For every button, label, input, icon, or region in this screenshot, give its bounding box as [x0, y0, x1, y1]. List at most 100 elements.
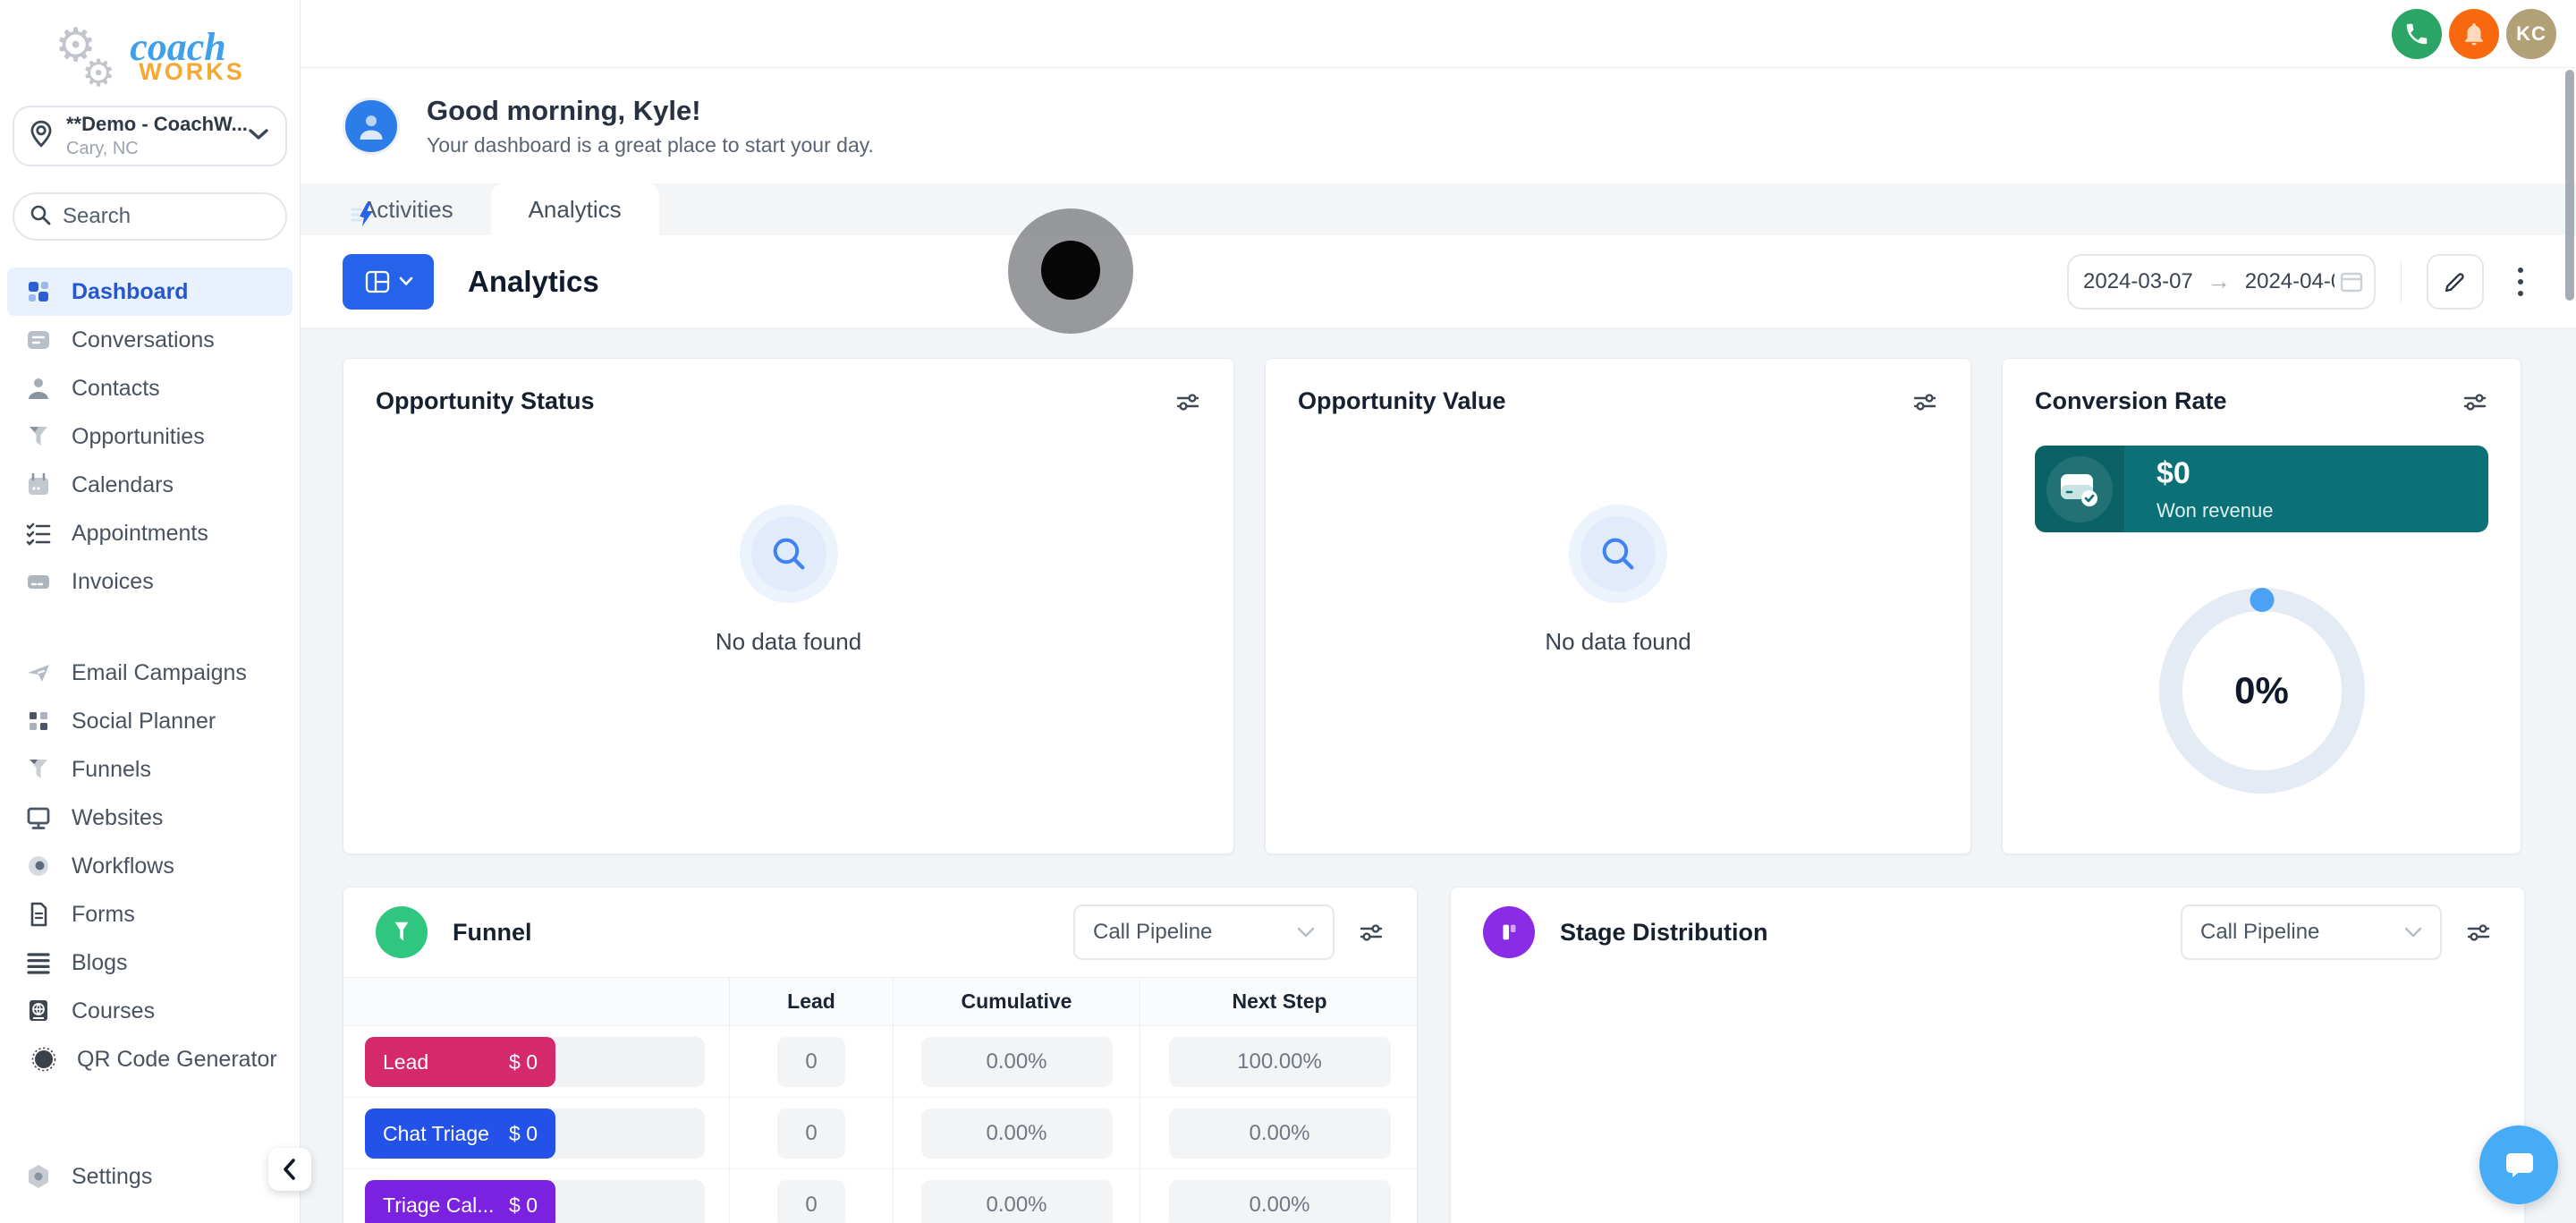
date-range-picker[interactable]: 2024-03-07 → 2024-04-06 — [2067, 253, 2376, 310]
contacts-icon — [25, 375, 52, 402]
widget-settings-icon[interactable] — [2465, 919, 2492, 946]
card-title: Stage Distribution — [1560, 918, 1768, 946]
sidebar-item-calendars[interactable]: Calendars — [7, 461, 292, 509]
funnel-row-chat-triage: Chat Triage $ 0 0 0.00% 0.00% — [343, 1097, 1417, 1168]
sidebar-item-label: Social Planner — [72, 708, 216, 734]
chevron-down-icon — [399, 276, 412, 285]
person-icon — [360, 115, 383, 140]
column-header-cumulative: Cumulative — [893, 978, 1140, 1025]
more-options-button[interactable] — [2516, 264, 2525, 300]
chevron-down-icon — [1297, 927, 1315, 937]
page-scrollbar-thumb[interactable] — [2565, 70, 2574, 301]
layout-grid-icon — [365, 270, 389, 293]
sidebar-item-opportunities[interactable]: Opportunities — [7, 412, 292, 461]
cumulative-percent: 0.00% — [920, 1108, 1113, 1159]
sidebar-item-websites[interactable]: Websites — [7, 794, 292, 842]
stage-pipeline-select[interactable]: Call Pipeline — [2181, 905, 2442, 960]
sidebar-item-forms[interactable]: Forms — [7, 890, 292, 938]
empty-state-text: No data found — [1545, 628, 1691, 655]
edit-dashboard-button[interactable] — [2427, 253, 2484, 310]
opportunity-status-card: Opportunity Status No data found — [343, 358, 1234, 854]
phone-button[interactable] — [2392, 8, 2442, 59]
sidebar-item-settings[interactable]: Settings — [7, 1152, 292, 1201]
forms-document-icon — [25, 901, 52, 928]
conversion-rate-card: Conversion Rate $0 Won revenue — [2002, 358, 2521, 854]
widget-settings-icon[interactable] — [1174, 388, 1201, 415]
sidebar-item-label: QR Code Generator — [77, 1046, 277, 1072]
selected-pipeline: Call Pipeline — [1093, 920, 1213, 944]
conversion-percent: 0% — [2234, 669, 2289, 711]
nav-group-divider — [0, 606, 300, 649]
main-area: KC Good morning, Kyle! Your dashboard is… — [301, 0, 2576, 1223]
sidebar-item-blogs[interactable]: Blogs — [7, 938, 292, 987]
quick-actions-bolt-icon[interactable] — [351, 201, 377, 233]
sidebar-item-social-planner[interactable]: Social Planner — [7, 697, 292, 745]
workflows-icon — [25, 853, 52, 879]
opportunities-funnel-icon — [25, 423, 52, 450]
sidebar-item-contacts[interactable]: Contacts — [7, 364, 292, 412]
pencil-icon — [2445, 272, 2464, 292]
sidebar-item-dashboard[interactable]: Dashboard — [7, 268, 292, 316]
chevron-left-icon — [284, 1159, 295, 1180]
sidebar-item-invoices[interactable]: Invoices — [7, 557, 292, 606]
page-title: Analytics — [468, 264, 599, 298]
widget-settings-icon[interactable] — [1911, 388, 1938, 415]
greeting-subtitle: Your dashboard is a great place to start… — [427, 132, 874, 157]
sidebar: ⚙ ⚙ coach WORKS **Demo - CoachW... Cary, … — [0, 0, 372, 1223]
stage-distribution-card: Stage Distribution Call Pipeline — [1450, 887, 2525, 1223]
sidebar-item-funnels[interactable]: Funnels — [7, 745, 292, 794]
arrow-right-icon: → — [2207, 268, 2231, 294]
widget-settings-icon[interactable] — [2462, 388, 2488, 415]
sidebar-collapse-button[interactable] — [268, 1148, 311, 1191]
bell-icon — [2465, 22, 2483, 45]
qr-code-icon — [30, 1046, 57, 1073]
sidebar-item-label: Conversations — [72, 327, 215, 352]
search-empty-icon — [773, 538, 804, 570]
sidebar-item-workflows[interactable]: Workflows — [7, 842, 292, 890]
chat-widget-button[interactable] — [2479, 1125, 2558, 1204]
user-avatar[interactable]: KC — [2506, 8, 2556, 59]
next-step-percent: 0.00% — [1168, 1108, 1391, 1159]
location-switcher[interactable]: **Demo - CoachW... Cary, NC — [13, 106, 287, 166]
sidebar-item-label: Funnels — [72, 756, 151, 782]
search-empty-icon — [1602, 538, 1634, 570]
greeting-title: Good morning, Kyle! — [427, 94, 701, 126]
sidebar-item-label: Calendars — [72, 471, 174, 497]
sidebar-item-label: Opportunities — [72, 423, 205, 449]
layout-menu-button[interactable] — [343, 253, 434, 310]
card-title: Opportunity Status — [376, 387, 595, 414]
notifications-button[interactable] — [2449, 8, 2499, 59]
greeting-avatar — [343, 97, 400, 155]
sidebar-item-email-campaigns[interactable]: Email Campaigns — [7, 649, 292, 697]
search-input[interactable] — [63, 204, 340, 229]
sidebar-item-label: Email Campaigns — [72, 659, 247, 685]
chat-bubble-icon — [2506, 1153, 2533, 1177]
conversations-icon — [25, 327, 52, 353]
funnel-pipeline-select[interactable]: Call Pipeline — [1073, 905, 1335, 960]
next-step-percent: 0.00% — [1168, 1179, 1391, 1223]
funnel-row-triage-call: Triage Cal... $ 0 0 0.00% 0.00% — [343, 1168, 1417, 1223]
sidebar-item-appointments[interactable]: Appointments — [7, 509, 292, 557]
location-pin-icon — [27, 119, 55, 154]
lead-count: 0 — [777, 1036, 845, 1087]
stage-pill: Chat Triage $ 0 — [365, 1108, 555, 1159]
card-title: Opportunity Value — [1298, 387, 1506, 414]
gears-icon: ⚙ ⚙ — [55, 19, 115, 95]
revenue-card-icon — [2061, 473, 2097, 506]
gear-icon — [25, 1163, 52, 1190]
sidebar-item-label: Forms — [72, 901, 135, 927]
column-header-next-step: Next Step — [1140, 978, 1417, 1025]
sidebar-item-qr-code-generator[interactable]: QR Code Generator — [7, 1035, 292, 1083]
selected-pipeline: Call Pipeline — [2200, 920, 2320, 944]
sidebar-item-conversations[interactable]: Conversations — [7, 316, 292, 364]
tab-analytics[interactable]: Analytics — [490, 183, 659, 235]
toolbar-divider — [2401, 259, 2402, 303]
sidebar-item-courses[interactable]: Courses — [7, 987, 292, 1035]
tab-activities[interactable]: Activities — [361, 195, 453, 223]
funnel-table: Lead Cumulative Next Step Lead $ 0 0 — [343, 977, 1417, 1223]
sidebar-item-label: Contacts — [72, 375, 160, 401]
card-title: Conversion Rate — [2035, 387, 2227, 414]
widget-settings-icon[interactable] — [1358, 919, 1385, 946]
phone-icon — [2406, 23, 2428, 44]
greeting-header: Good morning, Kyle! Your dashboard is a … — [301, 68, 2576, 183]
